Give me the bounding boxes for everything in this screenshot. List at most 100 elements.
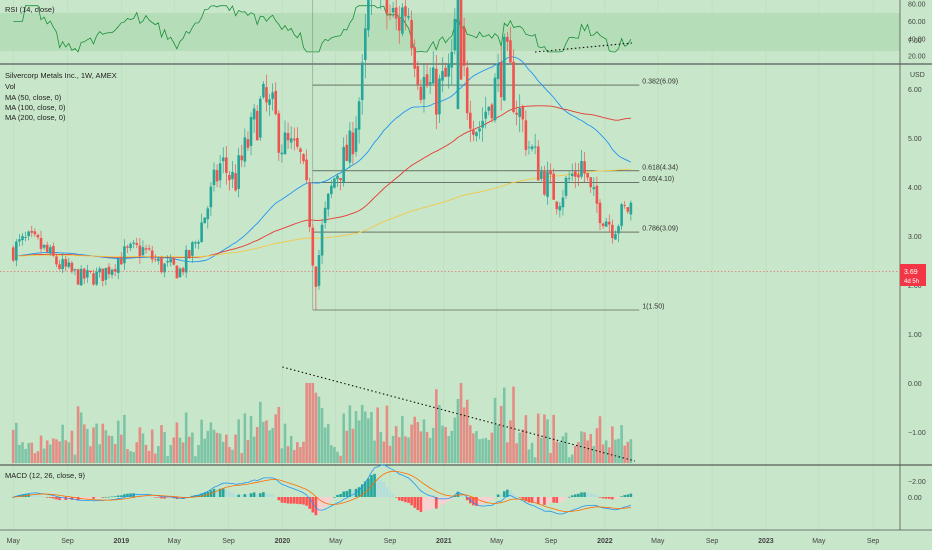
candle-body bbox=[388, 14, 392, 16]
candle-body bbox=[203, 217, 207, 224]
macd-histogram-bar bbox=[515, 496, 518, 497]
candle-body bbox=[246, 139, 250, 148]
candle-body bbox=[431, 67, 435, 84]
volume-bar bbox=[629, 439, 633, 463]
volume-bar bbox=[391, 435, 395, 463]
candle-body bbox=[42, 244, 46, 248]
candle-body bbox=[11, 247, 15, 261]
volume-bar bbox=[509, 420, 512, 463]
macd-histogram-bar bbox=[268, 493, 271, 497]
candle-body bbox=[212, 169, 216, 186]
volume-bar bbox=[549, 453, 552, 463]
macd-histogram-bar bbox=[586, 492, 589, 497]
volume-bar bbox=[252, 436, 256, 463]
candle-body bbox=[549, 170, 552, 175]
volume-bar bbox=[283, 423, 287, 463]
legend-ma100[interactable]: MA (100, close, 0) bbox=[5, 103, 66, 112]
macd-histogram-bar bbox=[231, 492, 234, 497]
candle-body bbox=[444, 67, 447, 77]
candlesticks bbox=[11, 0, 633, 310]
volume-bar bbox=[200, 419, 203, 463]
macd-histogram-bar bbox=[169, 497, 173, 499]
macd-histogram-bar bbox=[385, 487, 389, 497]
macd-histogram-bar bbox=[453, 495, 457, 497]
candle-body bbox=[268, 99, 271, 105]
volume-bar bbox=[225, 434, 228, 463]
volume-bar bbox=[570, 454, 574, 463]
macd-histogram-bar bbox=[626, 494, 630, 497]
volume-bar bbox=[79, 412, 83, 463]
candle-body bbox=[116, 259, 120, 273]
fib-retracement[interactable]: 0(8.94)0.382(6.09)0.618(4.34)0.65(4.10)0… bbox=[312, 0, 678, 311]
volume-bar bbox=[515, 443, 518, 463]
candle-body bbox=[326, 193, 330, 210]
macd-histogram-bar bbox=[274, 496, 278, 498]
candle-body bbox=[132, 242, 135, 244]
macd-histogram-bar bbox=[95, 497, 98, 499]
volume-trendline[interactable] bbox=[282, 366, 635, 462]
macd-histogram-bar bbox=[564, 497, 568, 499]
volume-bar bbox=[209, 422, 213, 463]
time-axis[interactable]: May Sep 2019 May Sep 2020 May Sep 2021 May Sep 2022… bbox=[7, 538, 880, 545]
candle-body bbox=[509, 40, 512, 63]
volume-bar bbox=[231, 449, 234, 463]
volume-bar bbox=[70, 430, 74, 463]
candle-body bbox=[209, 186, 213, 208]
macd-histogram-bar bbox=[305, 497, 308, 506]
candle-body bbox=[490, 104, 494, 119]
macd-histogram-bar bbox=[30, 494, 34, 497]
macd-histogram-bar bbox=[487, 497, 491, 502]
candle-body bbox=[48, 247, 52, 254]
macd-histogram-bar bbox=[425, 497, 429, 511]
price-tick-label: −2.00 bbox=[908, 479, 926, 486]
legend-ma200[interactable]: MA (200, close, 0) bbox=[5, 113, 66, 122]
volume-bar bbox=[447, 435, 450, 463]
volume-bar bbox=[246, 439, 250, 463]
rsi-trendline[interactable] bbox=[534, 42, 633, 53]
fib-level-label: 1(1.50) bbox=[642, 304, 664, 311]
volume-bar bbox=[586, 440, 589, 463]
macd-histogram-bar bbox=[577, 493, 580, 497]
volume-bar bbox=[52, 438, 55, 463]
candle-body bbox=[342, 146, 345, 183]
volume-bar bbox=[215, 432, 219, 463]
volume-bar bbox=[101, 423, 105, 463]
price-scale[interactable]: USD 9.008.007.006.005.004.003.002.001.00… bbox=[908, 0, 926, 503]
volume-bar bbox=[308, 383, 312, 463]
candle-body bbox=[428, 82, 432, 85]
volume-bar bbox=[546, 419, 549, 463]
candle-body bbox=[462, 27, 466, 66]
macd-histogram-bar bbox=[252, 492, 256, 497]
candle-body bbox=[55, 256, 58, 265]
price-tick-label: −1.00 bbox=[908, 430, 926, 437]
candle-body bbox=[157, 258, 160, 261]
macd-histogram-bar bbox=[181, 497, 185, 499]
legend-vol[interactable]: Vol bbox=[5, 82, 16, 91]
candle-body bbox=[120, 258, 123, 265]
macd-histogram-bar bbox=[549, 497, 552, 503]
macd-histogram-bar bbox=[490, 497, 494, 501]
macd-histogram-bar bbox=[52, 497, 55, 499]
candle-body bbox=[24, 237, 27, 238]
candle-body bbox=[299, 148, 302, 152]
legend-ma50[interactable]: MA (50, close, 0) bbox=[5, 93, 62, 102]
volume-bar bbox=[376, 407, 379, 463]
chart-title[interactable]: Silvercorp Metals Inc., 1W, AMEX bbox=[5, 71, 117, 80]
volume-bar bbox=[138, 427, 142, 463]
volume-bar bbox=[493, 397, 497, 463]
candle-body bbox=[453, 19, 457, 51]
candle-body bbox=[178, 268, 182, 278]
candle-body bbox=[36, 234, 40, 238]
price-tick-label: 7.00 bbox=[908, 38, 922, 45]
candle-body bbox=[478, 128, 481, 132]
signal-line bbox=[13, 470, 631, 512]
macd-histogram-bar bbox=[129, 493, 132, 497]
macd-histogram-bar bbox=[314, 497, 318, 516]
volume-bar bbox=[64, 440, 68, 463]
volume-bar bbox=[345, 430, 349, 463]
candle-body bbox=[255, 110, 259, 141]
candle-body bbox=[555, 201, 559, 210]
volume-bar bbox=[611, 426, 614, 463]
trend-lines[interactable] bbox=[282, 42, 635, 462]
